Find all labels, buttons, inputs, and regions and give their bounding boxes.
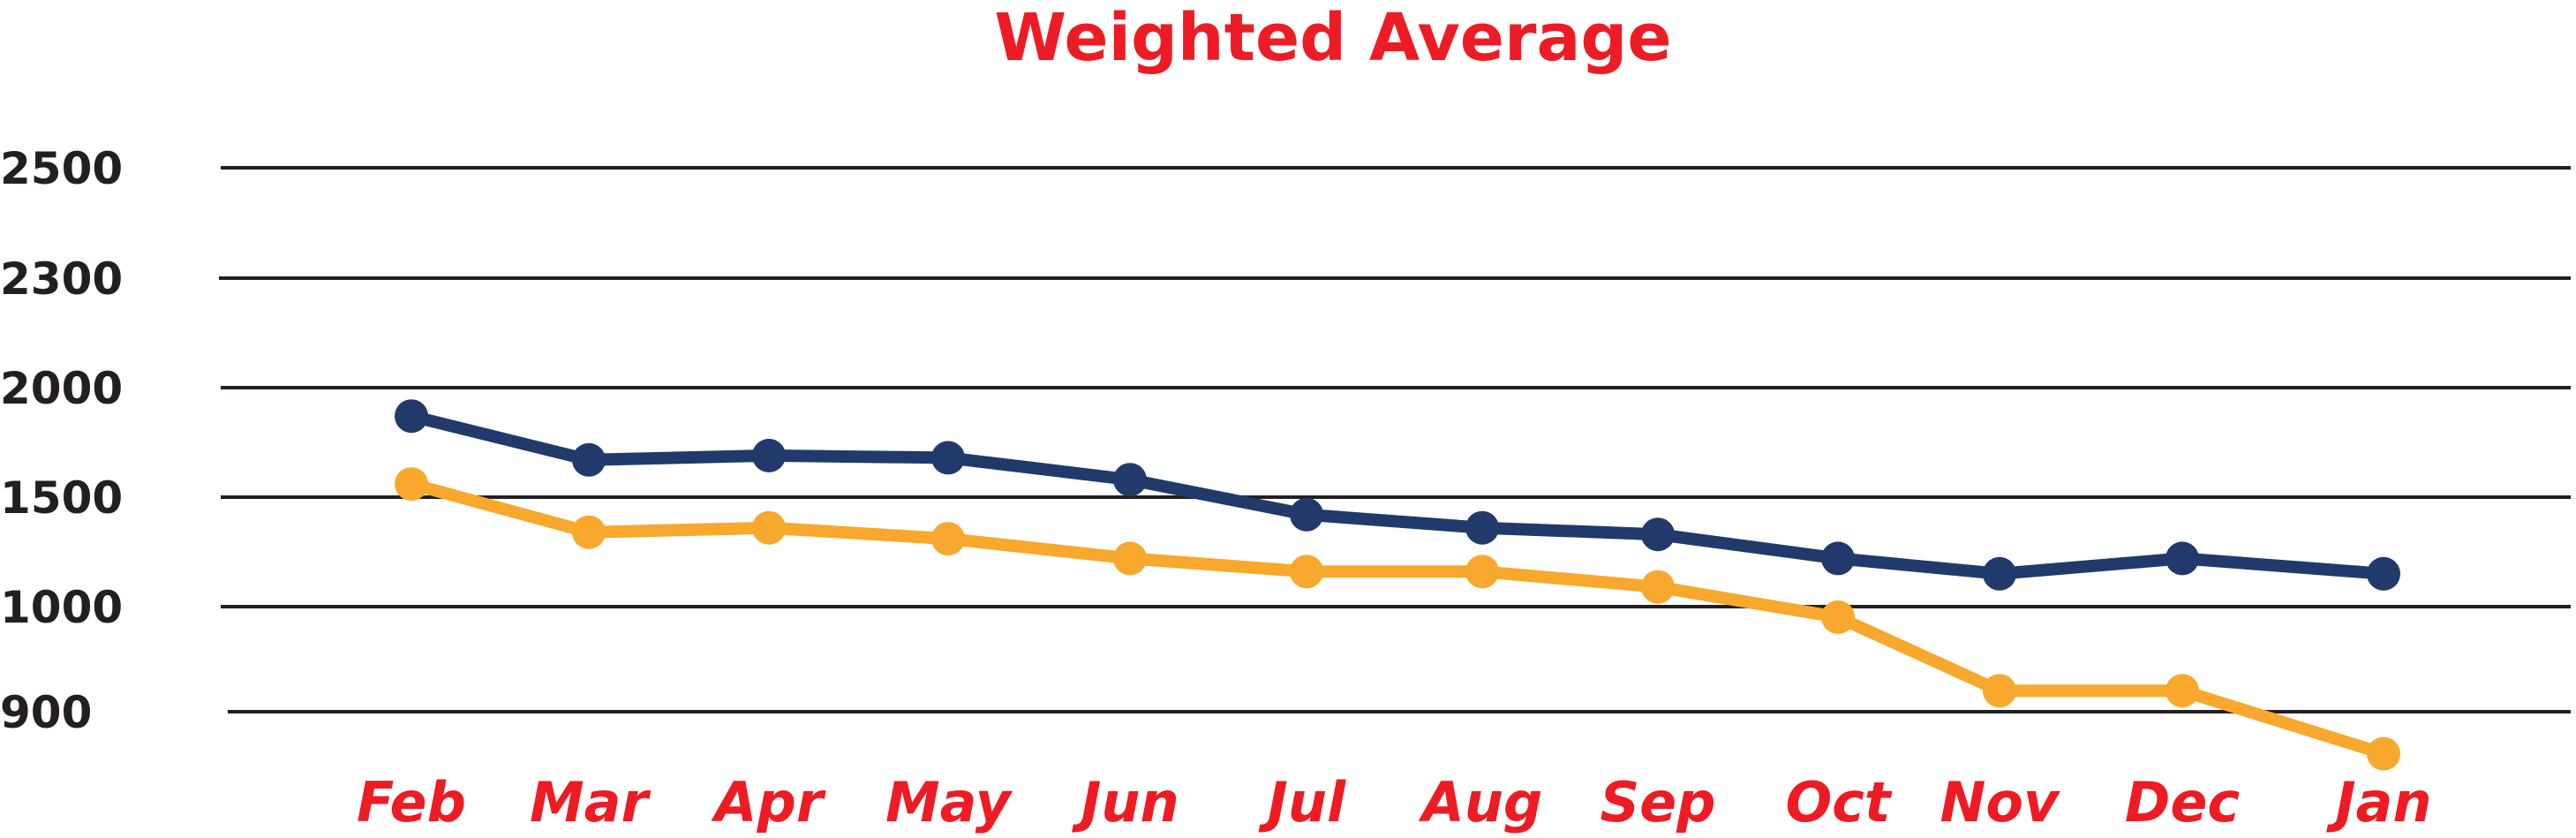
- grid-lines: [219, 166, 2571, 713]
- x-tick-label-apr: Apr: [711, 770, 826, 834]
- series-1-point-jun: [1113, 463, 1147, 497]
- series-2-point-oct: [1821, 600, 1855, 634]
- x-axis-tick-labels: Feb Mar Apr May Jun Jul Aug Sep Oct Nov Dec Jan: [357, 770, 2432, 834]
- y-tick-label-2000: 2000: [0, 363, 123, 414]
- x-tick-label-jul: Jul: [1258, 770, 1346, 834]
- x-tick-label-nov: Nov: [1940, 770, 2061, 834]
- series-2-point-mar: [572, 515, 606, 549]
- series-1-point-nov: [1983, 556, 2016, 591]
- series-2-point-nov: [1983, 674, 2016, 708]
- series-1-line: [405, 410, 2390, 580]
- x-tick-label-jun: Jun: [1071, 770, 1179, 834]
- series-1-point-may: [931, 441, 965, 475]
- x-tick-label-feb: Feb: [357, 770, 466, 834]
- series-2-point-jun: [1113, 541, 1147, 576]
- series-2-line: [405, 478, 2390, 760]
- x-tick-label-may: May: [885, 770, 1013, 834]
- series-1-point-mar: [572, 442, 606, 477]
- y-axis-tick-labels: 2500 2300 2000 1500 1000 900: [0, 143, 123, 738]
- series-1-point-feb: [395, 399, 428, 434]
- y-tick-label-900: 900: [0, 687, 92, 738]
- series-1-point-jan: [2367, 556, 2400, 591]
- x-tick-label-mar: Mar: [530, 770, 652, 834]
- y-tick-label-1000: 1000: [0, 582, 123, 633]
- series-1-point-dec: [2165, 541, 2199, 576]
- series-2-point-dec: [2165, 674, 2199, 708]
- y-tick-label-2500: 2500: [0, 143, 123, 194]
- x-tick-label-sep: Sep: [1600, 770, 1715, 834]
- series-layer: [395, 399, 2400, 771]
- series-1-point-apr: [752, 438, 786, 472]
- series-2-point-jan: [2367, 736, 2400, 771]
- series-2-point-jul: [1290, 555, 1323, 589]
- y-tick-label-1500: 1500: [0, 472, 123, 524]
- series-2-point-may: [931, 522, 965, 556]
- series-1-point-sep: [1641, 517, 1675, 552]
- x-tick-label-aug: Aug: [1418, 770, 1543, 834]
- series-2: [395, 467, 2400, 771]
- series-2-point-aug: [1465, 555, 1499, 589]
- series-1-point-oct: [1821, 541, 1855, 576]
- series-1-point-jul: [1290, 497, 1323, 532]
- x-tick-label-jan: Jan: [2325, 770, 2431, 834]
- series-1: [395, 399, 2400, 591]
- series-2-point-apr: [752, 510, 786, 545]
- series-2-point-feb: [395, 467, 428, 502]
- x-tick-label-oct: Oct: [1785, 770, 1892, 834]
- series-1-point-aug: [1465, 510, 1499, 545]
- y-tick-label-2300: 2300: [0, 253, 123, 305]
- x-tick-label-dec: Dec: [2125, 770, 2241, 834]
- chart-title: Weighted Average: [994, 0, 1671, 76]
- series-2-point-sep: [1641, 570, 1675, 604]
